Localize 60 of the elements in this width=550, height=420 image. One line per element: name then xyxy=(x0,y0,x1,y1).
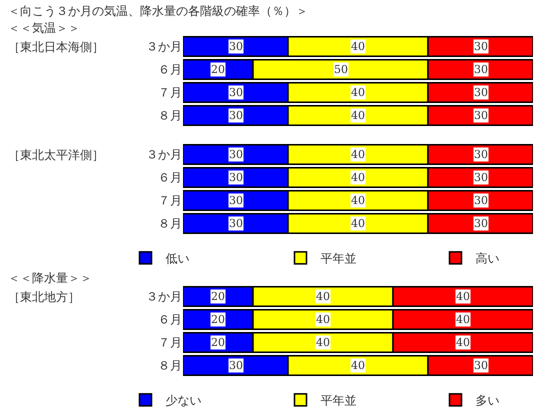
category-label: ３か月 xyxy=(146,290,182,304)
text: ＜＜降水量＞＞ xyxy=(8,271,92,285)
data-label: 40 xyxy=(316,336,330,349)
series-label: 多い xyxy=(476,394,500,408)
data-label: 30 xyxy=(229,171,243,184)
data-label: 40 xyxy=(351,148,365,161)
chart-title: ＜向こう３か月の気温、降水量の各階級の確率（％）＞ xyxy=(8,4,308,18)
data-label: 30 xyxy=(229,109,243,122)
data-label: 40 xyxy=(456,336,470,349)
data-label: 20 xyxy=(211,290,225,303)
data-label: 30 xyxy=(474,217,488,230)
legend-label: 平年並 xyxy=(320,252,356,266)
text: ＜＜気温＞＞ xyxy=(8,21,80,35)
data-label: 30 xyxy=(229,359,243,372)
data-label: 20 xyxy=(211,63,225,76)
category-label: ７月 xyxy=(158,86,182,100)
category-label: ７月 xyxy=(158,194,182,208)
data-label: 40 xyxy=(351,171,365,184)
y-axis-title: ［東北太平洋側］ xyxy=(8,148,104,162)
data-label: 30 xyxy=(229,86,243,99)
data-label: 40 xyxy=(351,109,365,122)
category-label: ８月 xyxy=(158,216,182,231)
data-label: 50 xyxy=(334,63,348,76)
category-label: ６月 xyxy=(158,312,182,327)
data-label: 40 xyxy=(316,290,330,303)
data-label: 40 xyxy=(456,313,470,326)
data-label: 30 xyxy=(474,359,488,372)
data-label: 30 xyxy=(474,171,488,184)
legend-label: 高い xyxy=(476,252,500,266)
data-label: 40 xyxy=(351,86,365,99)
category-label: ７月 xyxy=(158,336,182,350)
category-label: ６月 xyxy=(158,170,182,185)
data-label: 30 xyxy=(229,217,243,230)
data-label: 40 xyxy=(316,313,330,326)
series-label: 平年並 xyxy=(320,394,356,408)
data-label: 30 xyxy=(474,148,488,161)
data-label: 20 xyxy=(211,313,225,326)
data-label: 40 xyxy=(351,194,365,207)
data-label: 30 xyxy=(229,148,243,161)
data-label: 30 xyxy=(474,40,488,53)
data-label: 30 xyxy=(474,109,488,122)
data-label: 30 xyxy=(474,86,488,99)
data-label: 30 xyxy=(229,40,243,53)
legend-label: 低い xyxy=(166,252,190,266)
category-label: ３か月 xyxy=(146,40,182,54)
category-label: ６月 xyxy=(158,62,182,77)
data-label: 30 xyxy=(229,194,243,207)
category-label: ８月 xyxy=(158,108,182,123)
category-label: ３か月 xyxy=(146,148,182,162)
data-label: 40 xyxy=(351,359,365,372)
category-label: ８月 xyxy=(158,358,182,373)
data-label: 30 xyxy=(474,194,488,207)
data-label: 40 xyxy=(456,290,470,303)
y-axis-title: ［東北日本海側］ xyxy=(8,40,104,54)
data-label: 20 xyxy=(211,336,225,349)
y-axis-title: ［東北地方］ xyxy=(8,290,80,304)
data-label: 30 xyxy=(474,63,488,76)
data-label: 40 xyxy=(351,217,365,230)
data-label: 40 xyxy=(351,40,365,53)
series-label: 少ない xyxy=(166,394,202,408)
